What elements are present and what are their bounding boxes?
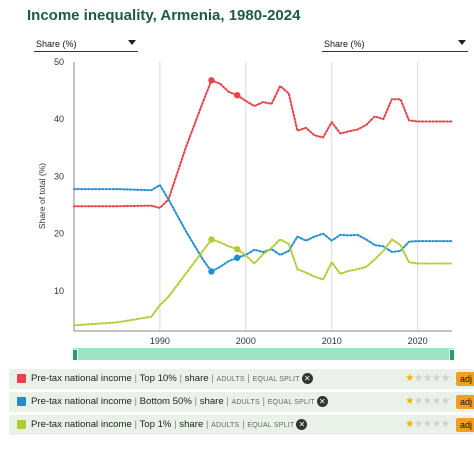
data-point[interactable]: [234, 91, 241, 99]
legend-label: Pre-tax national income | Top 1% | share…: [31, 419, 308, 431]
legend-group: Bottom 50%: [139, 396, 192, 408]
legend-label: Pre-tax national income | Bottom 50% | s…: [31, 396, 328, 407]
star-icon: ★: [413, 395, 423, 407]
separator: |: [259, 396, 268, 408]
legend-group: Top 1%: [139, 419, 172, 431]
quality-rating: ★★★★★: [405, 395, 450, 407]
y-tick-label: 40: [54, 114, 64, 124]
separator: |: [223, 396, 232, 408]
chevron-down-icon: [458, 40, 466, 45]
data-point[interactable]: [234, 245, 241, 253]
legend-tag: ADULTS: [211, 422, 240, 430]
star-icon: ★: [405, 372, 414, 384]
dropdown-label: Share (%): [36, 39, 77, 49]
legend-tag: ADULTS: [216, 376, 245, 384]
legend-prefix: Pre-tax national income: [31, 396, 132, 408]
data-point[interactable]: [208, 77, 215, 84]
dropdown-label: Share (%): [324, 39, 365, 49]
separator: |: [131, 419, 140, 431]
x-tick-label: 1990: [150, 336, 170, 345]
star-icon: ★: [405, 418, 414, 430]
separator: |: [176, 373, 185, 385]
legend-label: Pre-tax national income | Top 10% | shar…: [31, 373, 313, 384]
legend-row[interactable]: Pre-tax national income | Bottom 50% | s…: [9, 392, 474, 412]
series-line: [73, 184, 453, 273]
star-icon: ★: [440, 418, 450, 430]
chevron-down-icon: [128, 40, 136, 45]
star-icon: ★: [431, 395, 441, 407]
close-circle-icon[interactable]: ✕: [301, 373, 313, 384]
quality-rating: ★★★★★: [405, 418, 450, 430]
line-chart: 10 20 30 40 50 1990 2000 2010 2020 Share of tot…: [37, 57, 453, 345]
close-circle-icon[interactable]: ✕: [316, 396, 328, 407]
slider-handle-right[interactable]: [449, 349, 455, 361]
star-icon: ★: [405, 395, 414, 407]
data-point[interactable]: [208, 268, 215, 275]
y-tick-label: 50: [54, 57, 64, 67]
y-axis-title: Share of total (%): [37, 163, 47, 229]
star-icon: ★: [422, 418, 432, 430]
data-point[interactable]: [208, 236, 215, 243]
x-tick-label: 2000: [236, 336, 256, 345]
left-axis-dropdown[interactable]: Share (%): [34, 37, 138, 52]
star-icon: ★: [413, 418, 423, 430]
legend-prefix: Pre-tax national income: [31, 373, 132, 385]
separator: |: [239, 419, 248, 431]
series-color-swatch: [17, 374, 26, 383]
adjust-button[interactable]: adj: [456, 372, 474, 386]
legend-measure: share: [199, 396, 224, 408]
x-axis: 1990 2000 2010 2020: [74, 330, 452, 345]
plot-area: [73, 77, 453, 327]
star-icon: ★: [422, 395, 432, 407]
series-color-swatch: [17, 397, 26, 406]
close-circle-icon[interactable]: ✕: [296, 419, 308, 430]
legend-group: Top 10%: [139, 373, 177, 385]
y-tick-label: 20: [54, 229, 64, 239]
legend-prefix: Pre-tax national income: [31, 419, 132, 431]
separator: |: [171, 419, 180, 431]
star-icon: ★: [431, 418, 441, 430]
star-icon: ★: [431, 372, 441, 384]
star-icon: ★: [413, 372, 423, 384]
legend-measure: share: [184, 373, 209, 385]
legend-row[interactable]: Pre-tax national income | Top 1% | share…: [9, 415, 474, 435]
chart-grid: [159, 62, 419, 331]
series-line: [73, 238, 453, 327]
legend-tag: EQUAL SPLIT: [267, 399, 315, 407]
time-range-slider[interactable]: [72, 348, 455, 361]
separator: |: [131, 373, 140, 385]
separator: |: [203, 419, 212, 431]
y-axis: 10 20 30 40 50: [54, 57, 75, 331]
series-line: [73, 79, 453, 209]
star-icon: ★: [440, 372, 450, 384]
legend-row[interactable]: Pre-tax national income | Top 10% | shar…: [9, 369, 474, 389]
right-axis-dropdown[interactable]: Share (%): [322, 37, 468, 52]
separator: |: [131, 396, 140, 408]
chart-title: Income inequality, Armenia, 1980-2024: [27, 7, 301, 24]
y-tick-label: 30: [54, 171, 64, 181]
legend-tag: EQUAL SPLIT: [247, 422, 295, 430]
legend-tag: EQUAL SPLIT: [252, 376, 300, 384]
series-color-swatch: [17, 420, 26, 429]
quality-rating: ★★★★★: [405, 372, 450, 384]
y-tick-label: 10: [54, 286, 64, 296]
separator: |: [208, 373, 217, 385]
separator: |: [191, 396, 200, 408]
star-icon: ★: [440, 395, 450, 407]
x-tick-label: 2010: [322, 336, 342, 345]
star-icon: ★: [422, 372, 432, 384]
slider-handle-left[interactable]: [72, 349, 78, 361]
data-point[interactable]: [234, 254, 241, 261]
x-tick-label: 2020: [408, 336, 428, 345]
legend-tag: ADULTS: [231, 399, 260, 407]
adjust-button[interactable]: adj: [456, 418, 474, 432]
adjust-button[interactable]: adj: [456, 395, 474, 409]
separator: |: [244, 373, 253, 385]
legend-measure: share: [179, 419, 204, 431]
